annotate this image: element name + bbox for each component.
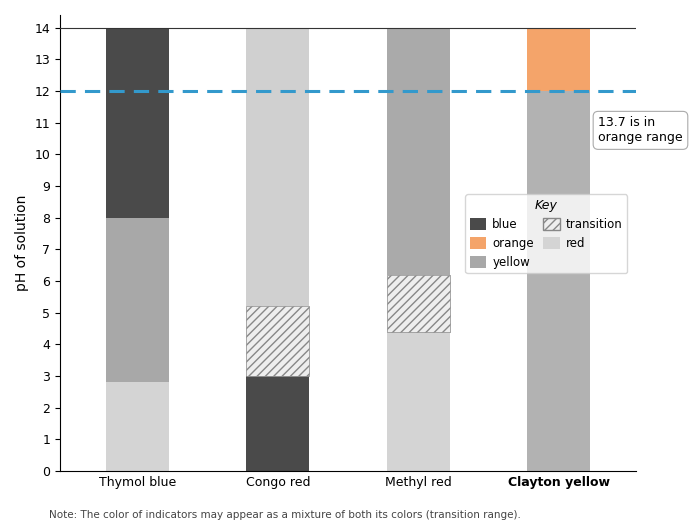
Bar xyxy=(106,28,169,218)
Text: 13.7 is in
orange range: 13.7 is in orange range xyxy=(598,117,682,144)
Bar xyxy=(387,275,450,332)
Legend: blue, orange, yellow, transition, red: blue, orange, yellow, transition, red xyxy=(466,194,627,274)
Bar xyxy=(106,218,169,382)
Bar xyxy=(246,28,309,307)
Y-axis label: pH of solution: pH of solution xyxy=(15,195,29,291)
Bar xyxy=(527,28,590,91)
Bar xyxy=(387,28,450,275)
Bar xyxy=(246,307,309,376)
Bar xyxy=(387,332,450,471)
Text: Note: The color of indicators may appear as a mixture of both its colors (transi: Note: The color of indicators may appear… xyxy=(49,510,521,520)
Bar xyxy=(246,376,309,471)
Bar xyxy=(527,91,590,471)
Bar xyxy=(106,382,169,471)
